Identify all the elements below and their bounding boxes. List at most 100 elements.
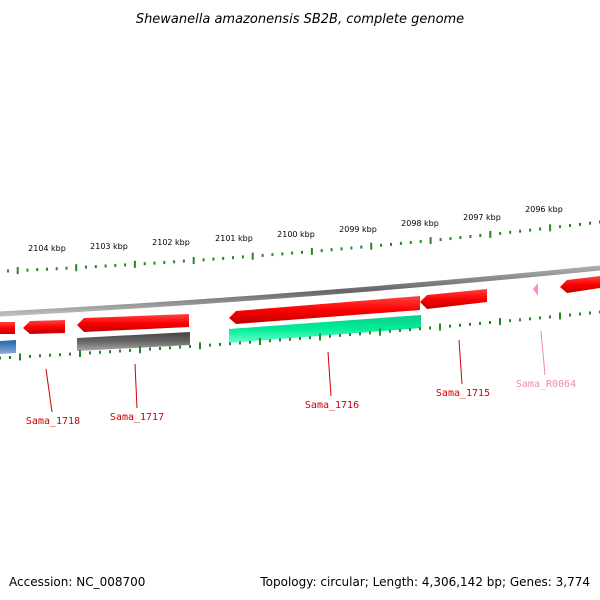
minor-tick [419, 240, 422, 243]
minor-tick [99, 350, 101, 354]
minor-tick [389, 329, 391, 333]
topology-summary: Topology: circular; Length: 4,306,142 bp… [259, 575, 590, 589]
trna-feature[interactable] [533, 283, 538, 296]
minor-tick [173, 260, 176, 264]
leader-line [327, 351, 332, 397]
major-tick [429, 237, 432, 245]
minor-tick [119, 349, 121, 353]
minor-tick [55, 267, 58, 271]
minor-tick [409, 328, 411, 332]
kbp-labels: 2104 kbp 2103 kbp 2102 kbp 2101 kbp 2100… [28, 205, 563, 253]
minor-tick [163, 260, 166, 264]
gene-feature[interactable] [420, 289, 487, 309]
minor-tick [509, 319, 511, 323]
minor-tick [469, 235, 472, 238]
minor-tick [85, 265, 87, 269]
minor-tick [212, 257, 215, 261]
minor-tick [350, 246, 353, 250]
minor-tick [589, 221, 591, 225]
minor-tick [202, 258, 205, 262]
minor-tick [301, 250, 303, 254]
gene-feature[interactable] [23, 320, 65, 334]
minor-tick [549, 315, 551, 319]
minor-tick [69, 352, 71, 356]
major-tick [251, 252, 254, 260]
minor-tick [182, 259, 185, 263]
minor-tick [94, 265, 97, 269]
minor-tick [409, 241, 412, 244]
minor-tick [439, 238, 442, 242]
gene-label-sama-1715[interactable]: Sama_1715 [436, 388, 490, 399]
minor-tick [109, 350, 111, 354]
minor-tick [429, 326, 431, 330]
gene-feature[interactable] [229, 296, 420, 324]
kbp-label: 2103 kbp [90, 242, 128, 251]
kbp-label: 2100 kbp [277, 230, 315, 239]
minor-tick [419, 327, 421, 331]
minor-tick [380, 243, 383, 247]
minor-tick [124, 263, 127, 267]
minor-tick [289, 337, 291, 341]
gene-feature[interactable] [77, 332, 190, 351]
minor-tick [281, 252, 284, 256]
minor-tick [104, 264, 107, 268]
minor-tick [509, 230, 512, 234]
minor-tick [579, 312, 581, 316]
minor-tick [559, 225, 561, 229]
minor-tick [249, 340, 251, 344]
map-title: Shewanella amazonensis SB2B, complete ge… [136, 12, 464, 27]
inner-tick-ring [0, 310, 600, 361]
kbp-label: 2102 kbp [152, 238, 190, 247]
minor-tick [539, 227, 542, 231]
minor-tick [369, 331, 371, 335]
gene-label-sama-1717[interactable]: Sama_1717 [110, 412, 164, 423]
minor-tick [261, 253, 264, 257]
minor-tick [291, 251, 294, 255]
gene-label-sama-1716[interactable]: Sama_1716 [305, 400, 359, 411]
leader-line [540, 330, 546, 376]
minor-tick [479, 234, 482, 237]
minor-tick [89, 351, 91, 355]
gene-label-sama-1718[interactable]: Sama_1718 [26, 416, 80, 427]
minor-tick [189, 345, 191, 348]
major-tick [139, 346, 141, 354]
gene-feature[interactable] [77, 314, 189, 332]
minor-tick [529, 317, 531, 321]
major-tick [199, 342, 201, 350]
minor-tick [269, 339, 271, 343]
minor-tick [309, 336, 311, 340]
minor-tick [349, 333, 351, 337]
major-tick [79, 350, 81, 357]
minor-tick [339, 333, 341, 337]
gene-feature[interactable] [560, 276, 600, 293]
gene-feature[interactable] [0, 322, 15, 334]
major-tick [19, 353, 21, 361]
kbp-label: 2097 kbp [463, 213, 501, 222]
minor-tick [219, 342, 221, 346]
gene-feature[interactable] [0, 340, 16, 354]
minor-tick [114, 264, 117, 267]
major-tick [133, 260, 136, 268]
minor-tick [459, 323, 461, 327]
major-tick [489, 230, 492, 238]
minor-tick [129, 348, 131, 352]
minor-tick [65, 266, 68, 270]
leader-line [458, 339, 463, 385]
minor-tick [46, 267, 48, 271]
minor-tick [229, 342, 231, 346]
leader-line [45, 368, 53, 413]
minor-tick [26, 268, 29, 272]
minor-tick [59, 353, 61, 357]
minor-tick [449, 324, 451, 328]
gene-label-sama-r0064[interactable]: Sama_R0064 [516, 379, 576, 390]
minor-tick [340, 247, 343, 251]
minor-tick [449, 237, 452, 241]
major-tick [370, 242, 373, 250]
gene-feature[interactable] [229, 315, 421, 343]
minor-tick [49, 353, 51, 357]
minor-tick [399, 241, 402, 245]
minor-tick [519, 229, 522, 233]
minor-tick [149, 347, 151, 351]
minor-tick [539, 316, 541, 320]
forward-strand-genes [0, 276, 600, 334]
